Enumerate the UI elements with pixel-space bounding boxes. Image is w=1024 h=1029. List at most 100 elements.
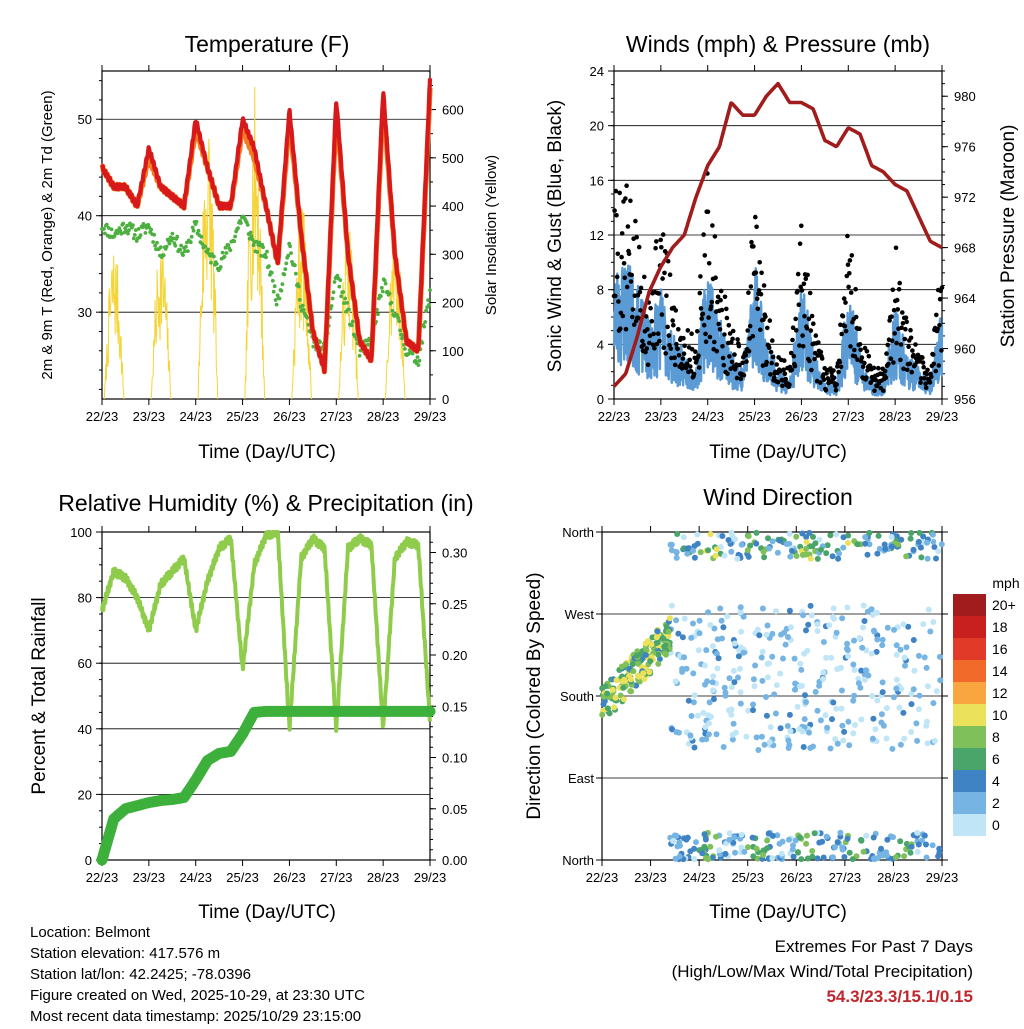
- direction-marker: [850, 730, 857, 737]
- x-tick-label: 26/23: [785, 409, 818, 424]
- direction-marker: [870, 834, 877, 841]
- direction-marker: [911, 667, 918, 674]
- direction-marker: [796, 683, 803, 690]
- dewpoint-marker: [121, 221, 126, 226]
- dewpoint-marker: [286, 253, 291, 258]
- direction-marker: [913, 720, 920, 727]
- direction-marker: [879, 689, 886, 696]
- gust-marker: [800, 333, 805, 338]
- direction-marker: [936, 845, 943, 852]
- dewpoint-marker: [255, 250, 260, 254]
- direction-marker: [776, 537, 783, 544]
- gust-marker: [883, 375, 889, 381]
- gust-marker: [621, 261, 627, 266]
- direction-marker: [851, 667, 858, 673]
- gust-marker: [853, 314, 859, 320]
- direction-marker: [666, 615, 673, 622]
- x-tick-label: 27/23: [832, 409, 865, 424]
- direction-marker: [661, 643, 668, 650]
- gust-marker: [864, 349, 870, 354]
- direction-marker: [931, 544, 938, 550]
- direction-marker: [814, 707, 821, 714]
- dewpoint-marker: [239, 221, 243, 225]
- direction-marker: [697, 549, 704, 556]
- gust-marker: [847, 258, 853, 263]
- colorbar-label: 0: [992, 817, 1000, 833]
- direction-marker: [730, 667, 737, 674]
- gust-marker: [715, 294, 721, 300]
- direction-marker: [721, 684, 728, 691]
- gust-marker: [884, 351, 889, 356]
- gust-marker: [831, 375, 837, 381]
- direction-marker: [630, 668, 637, 675]
- y-tick-label-right: 0.05: [442, 802, 467, 817]
- direction-marker: [713, 833, 719, 840]
- direction-marker: [914, 737, 921, 744]
- x-tick-label: 29/23: [926, 870, 959, 885]
- direction-marker: [921, 832, 928, 839]
- direction-marker: [879, 679, 886, 686]
- gust-marker: [712, 234, 718, 239]
- direction-marker: [809, 848, 816, 854]
- dewpoint-marker: [251, 243, 256, 248]
- gust-marker: [924, 371, 930, 377]
- direction-marker: [642, 640, 649, 647]
- direction-marker: [728, 529, 735, 536]
- direction-marker: [763, 694, 769, 700]
- dewpoint-marker: [257, 240, 262, 245]
- direction-marker: [731, 679, 738, 686]
- direction-marker: [745, 707, 752, 714]
- gust-marker: [931, 361, 937, 367]
- direction-label: North: [562, 525, 594, 540]
- direction-marker: [707, 622, 714, 628]
- gust-marker: [652, 346, 657, 351]
- direction-marker: [690, 547, 697, 554]
- y-tick-label: 8: [597, 283, 604, 298]
- direction-marker: [744, 547, 751, 554]
- direction-marker: [799, 530, 806, 537]
- direction-marker: [771, 691, 778, 698]
- extremes-values: 54.3/23.3/15.1/0.15: [826, 987, 973, 1006]
- direction-marker: [753, 529, 760, 536]
- direction-marker: [690, 620, 696, 627]
- direction-marker: [653, 634, 660, 641]
- direction-marker: [936, 653, 943, 660]
- dewpoint-marker: [330, 296, 335, 301]
- colorbar-label: 16: [992, 641, 1008, 657]
- direction-marker: [729, 731, 736, 738]
- direction-marker: [803, 545, 810, 552]
- direction-marker: [914, 829, 921, 836]
- direction-marker: [750, 707, 756, 714]
- gust-marker: [836, 369, 841, 375]
- gust-marker: [665, 258, 671, 264]
- direction-marker: [878, 719, 885, 726]
- direction-marker: [930, 700, 937, 707]
- gust-marker: [650, 342, 656, 348]
- dewpoint-marker: [138, 233, 143, 238]
- gust-marker: [839, 331, 844, 337]
- direction-marker: [756, 632, 763, 639]
- direction-marker: [803, 534, 810, 540]
- dewpoint-marker: [390, 308, 395, 313]
- colorbar-label: 10: [992, 707, 1008, 723]
- gust-marker: [741, 372, 747, 378]
- direction-marker: [893, 533, 900, 540]
- y-tick-label-right: 0.15: [442, 699, 467, 714]
- y-tick-label-right: 0.10: [442, 751, 467, 766]
- direction-marker: [655, 651, 662, 658]
- direction-marker: [927, 628, 934, 635]
- dewpoint-marker: [331, 290, 336, 295]
- gust-marker: [625, 224, 631, 229]
- direction-marker: [694, 712, 701, 719]
- direction-marker: [706, 699, 713, 706]
- direction-marker: [830, 699, 837, 706]
- direction-marker: [860, 848, 867, 855]
- direction-marker: [668, 602, 675, 609]
- colorbar-title: mph: [992, 575, 1019, 591]
- dewpoint-marker: [410, 351, 415, 356]
- y-tick-label: 80: [78, 591, 92, 606]
- direction-marker: [763, 631, 770, 638]
- gust-marker: [758, 327, 763, 333]
- direction-marker: [675, 729, 682, 736]
- dewpoint-marker: [183, 249, 187, 254]
